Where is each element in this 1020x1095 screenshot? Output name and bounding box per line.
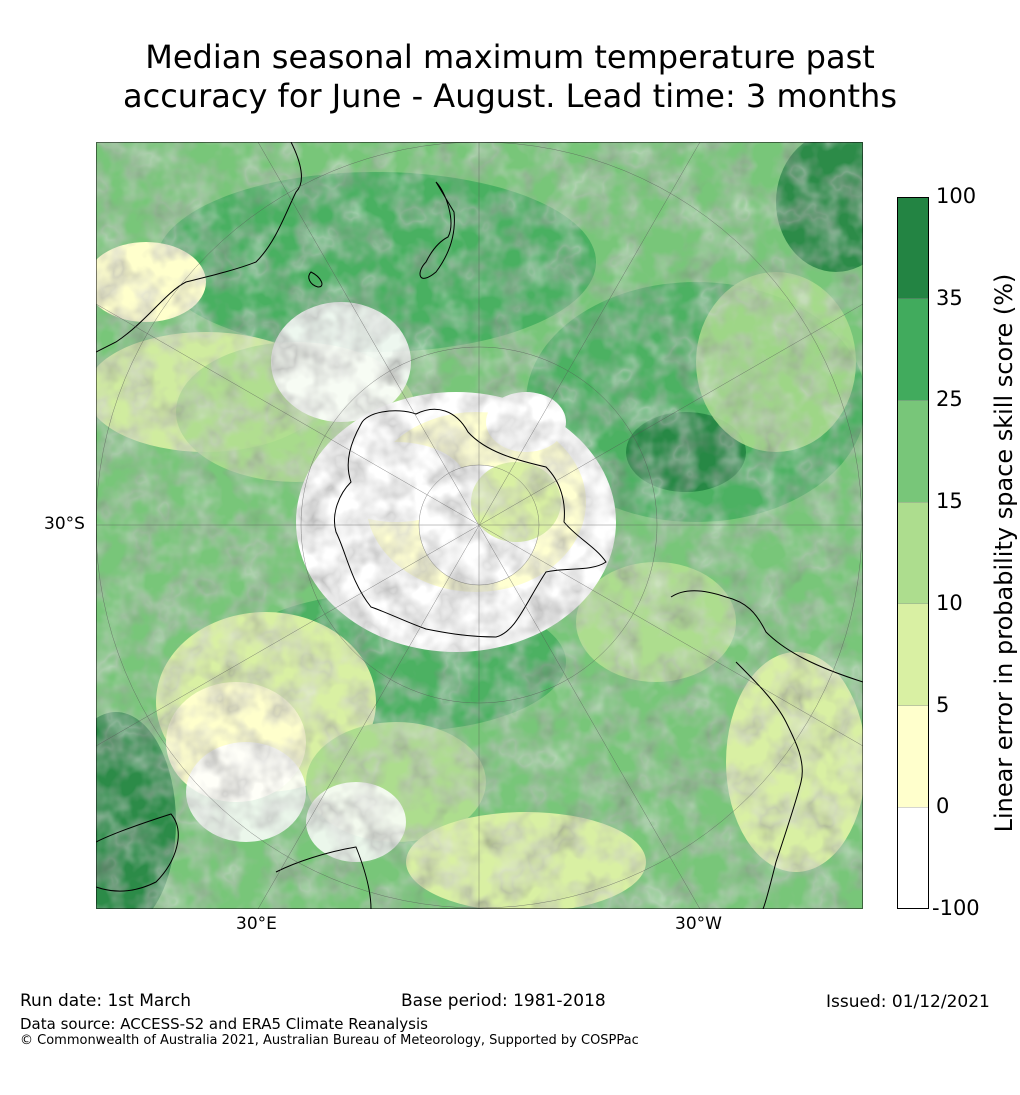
colorbar-box [897, 400, 929, 503]
colorbar-box [897, 807, 929, 909]
run-date: Run date: 1st March [20, 991, 192, 1011]
graticule [96, 142, 863, 909]
texture-overlay [96, 142, 863, 909]
new-zealand-coast [419, 181, 455, 279]
colorbar-box [897, 298, 929, 401]
south-america-coast [670, 590, 863, 909]
coastlines [96, 142, 863, 909]
title-line-2: accuracy for June - August. Lead time: 3… [123, 77, 897, 115]
colorbar-title-text: Linear error in probability space skill … [990, 273, 1018, 833]
colorbar-box [897, 501, 929, 605]
colorbar-box [897, 197, 929, 299]
chart-title: Median seasonal maximum temperature past… [0, 38, 1020, 116]
colorbar-tick-label: 0 [936, 794, 950, 819]
data-source: Data source: ACCESS-S2 and ERA5 Climate … [20, 1015, 428, 1033]
copyright: © Commonwealth of Australia 2021, Austra… [20, 1033, 639, 1048]
tasmania-coast [308, 271, 323, 288]
colorbar-tick-label: 15 [936, 489, 963, 514]
colorbar-box [897, 603, 929, 706]
lon-label-30w: 30°W [675, 914, 722, 934]
issued-date: Issued: 01/12/2021 [826, 992, 990, 1012]
title-line-1: Median seasonal maximum temperature past [145, 38, 875, 76]
colorbar-tick-label: 5 [936, 692, 950, 717]
colorbar-tick-label: -100 [932, 896, 980, 920]
australia-coast [96, 142, 302, 353]
colorbar-tick-label: 10 [936, 590, 963, 615]
colorbar-tick-label: 100 [936, 184, 977, 208]
colorbar-box [897, 705, 929, 808]
base-period: Base period: 1981-2018 [401, 991, 606, 1011]
lat-label-30s: 30°S [44, 514, 85, 534]
colorbar-tick-label: 25 [936, 387, 963, 412]
colorbar-tick-label: 35 [936, 285, 963, 310]
skill-map [96, 142, 863, 909]
lon-label-30e: 30°E [236, 914, 277, 934]
colorbar [897, 197, 929, 909]
antarctica-coast [334, 408, 607, 638]
